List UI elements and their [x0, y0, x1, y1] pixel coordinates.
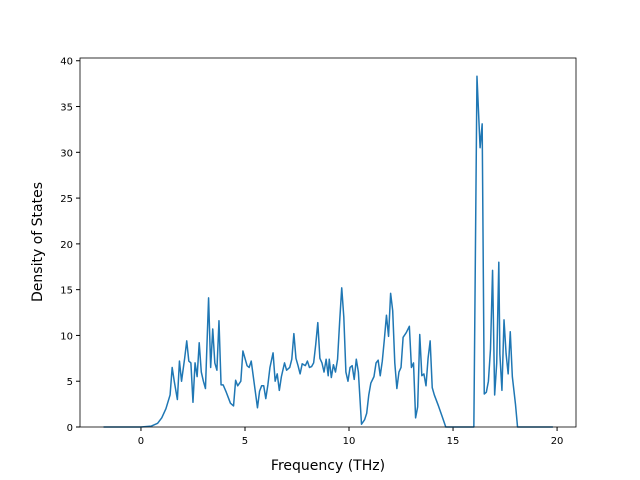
y-tick-label: 0	[67, 423, 73, 434]
y-tick-label: 10	[60, 331, 73, 342]
y-tick-label: 20	[60, 240, 73, 251]
y-axis-label: Density of States	[30, 182, 46, 302]
y-tick-label: 5	[67, 377, 73, 388]
y-tick-label: 25	[60, 194, 73, 205]
plot-frame	[79, 57, 577, 428]
y-tick-label: 35	[60, 103, 73, 114]
line	[103, 75, 553, 428]
x-tick-label: 20	[551, 436, 564, 447]
y-tick-label: 40	[60, 57, 73, 68]
y-tick-label: 30	[60, 148, 73, 159]
x-axis-label: Frequency (THz)	[271, 458, 385, 474]
y-tick-label: 15	[60, 286, 73, 297]
x-tick-label: 5	[242, 436, 248, 447]
x-tick-label: 10	[343, 436, 356, 447]
x-tick-label: 0	[138, 436, 144, 447]
x-tick-label: 15	[447, 436, 460, 447]
